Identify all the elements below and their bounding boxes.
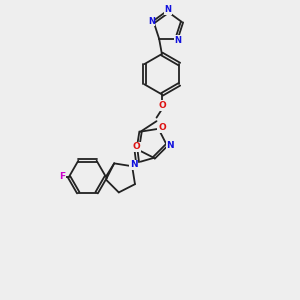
Text: N: N: [175, 36, 182, 45]
Text: O: O: [158, 123, 166, 132]
Text: N: N: [148, 17, 155, 26]
Text: O: O: [132, 142, 140, 151]
Text: N: N: [164, 5, 171, 14]
Text: N: N: [167, 141, 174, 150]
Text: O: O: [158, 101, 166, 110]
Text: F: F: [59, 172, 65, 181]
Text: N: N: [130, 160, 137, 169]
